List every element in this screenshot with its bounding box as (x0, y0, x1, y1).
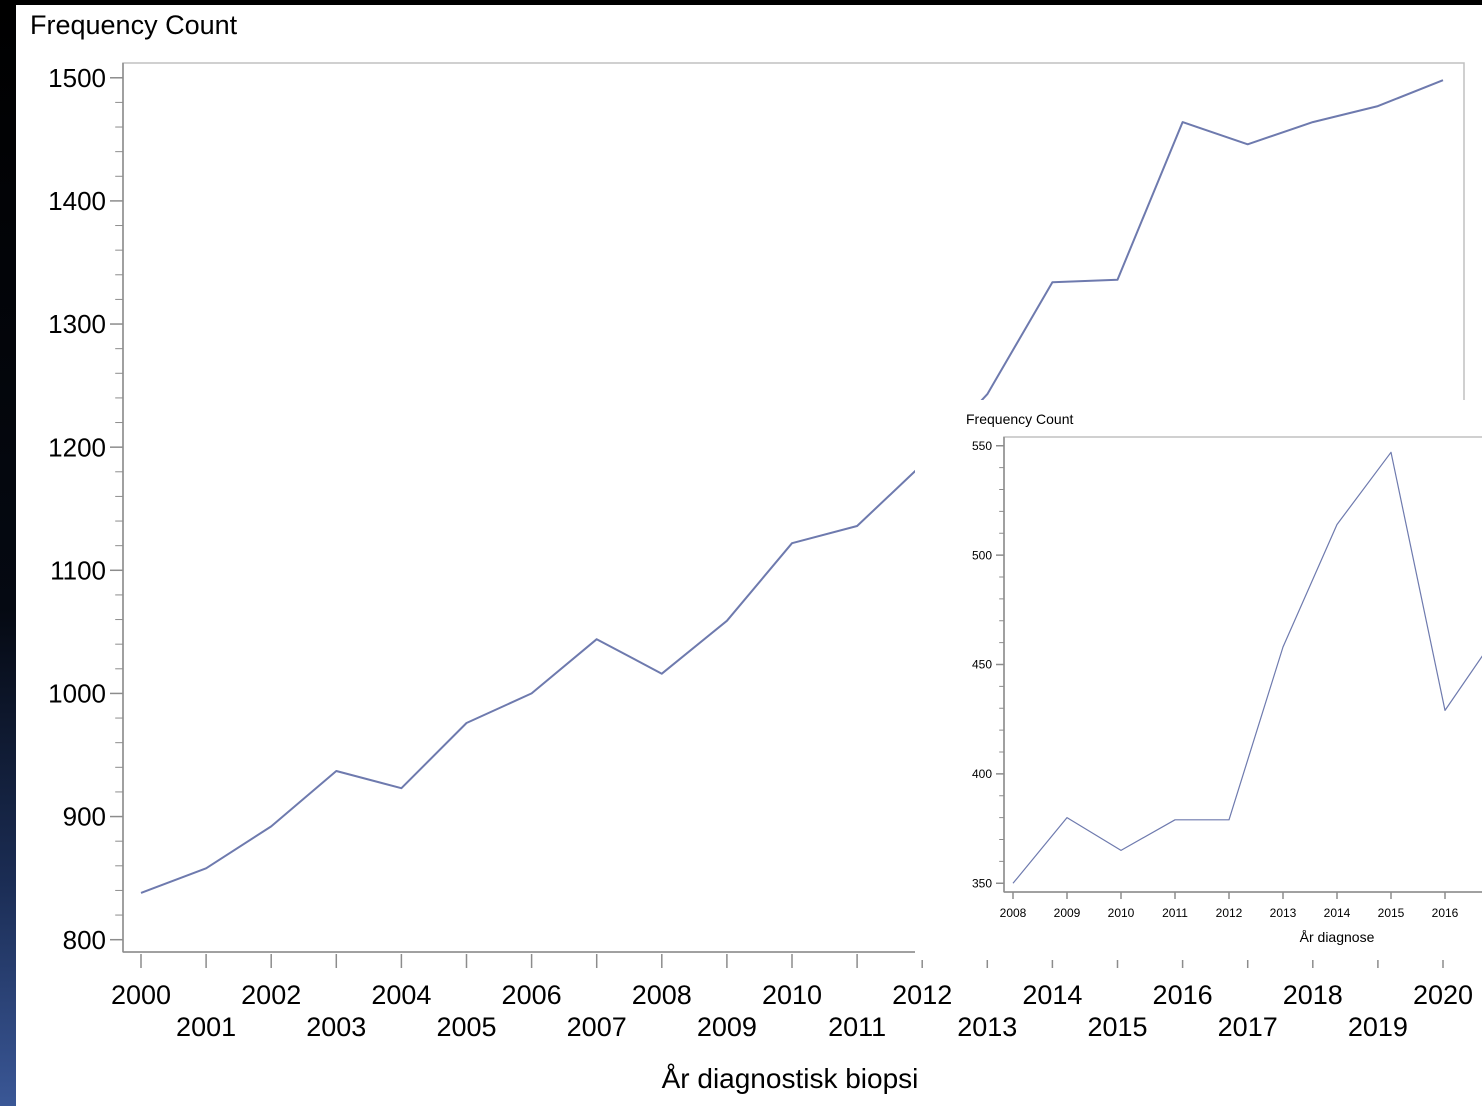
i-x-tick-label: 2014 (1324, 906, 1351, 920)
m-y-tick-label: 1200 (48, 432, 106, 462)
main-y-axis-title: Frequency Count (30, 10, 238, 40)
m-x-tick-label: 2006 (502, 980, 562, 1010)
main-x-axis-title: År diagnostisk biopsi (662, 1063, 919, 1094)
i-plot-frame (1003, 436, 1482, 893)
i-x-tick-label: 2010 (1108, 906, 1135, 920)
m-x-tick-label: 2019 (1348, 1012, 1408, 1042)
m-x-tick-label: 2012 (892, 980, 952, 1010)
m-x-tick-label: 2011 (828, 1012, 886, 1042)
m-y-tick-label: 1000 (48, 679, 106, 709)
inset-y-axis-title: Frequency Count (966, 411, 1074, 427)
inset-x-axis-title: År diagnose (1300, 929, 1375, 945)
i-x-tick-label: 2016 (1432, 906, 1459, 920)
m-x-tick-label: 2020 (1413, 980, 1473, 1010)
m-x-tick-label: 2009 (697, 1012, 757, 1042)
m-x-tick-label: 2000 (111, 980, 171, 1010)
i-y-tick-label: 500 (972, 548, 992, 562)
i-y-tick-label: 550 (972, 439, 992, 453)
m-y-tick-label: 1300 (48, 309, 106, 339)
i-y-tick-label: 450 (972, 658, 992, 672)
m-x-tick-label: 2008 (632, 980, 692, 1010)
m-x-tick-label: 2018 (1283, 980, 1343, 1010)
m-x-tick-label: 2001 (176, 1012, 236, 1042)
m-x-tick-label: 2017 (1218, 1012, 1278, 1042)
m-x-tick-label: 2005 (436, 1012, 496, 1042)
m-x-tick-label: 2013 (957, 1012, 1017, 1042)
i-x-tick-label: 2015 (1378, 906, 1405, 920)
i-y-tick-label: 400 (972, 767, 992, 781)
i-x-tick-label: 2011 (1162, 906, 1188, 920)
m-x-tick-label: 2010 (762, 980, 822, 1010)
m-x-tick-label: 2002 (241, 980, 301, 1010)
i-x-tick-label: 2009 (1054, 906, 1081, 920)
m-x-tick-label: 2014 (1022, 980, 1082, 1010)
m-x-tick-label: 2016 (1153, 980, 1213, 1010)
i-x-tick-label: 2012 (1216, 906, 1243, 920)
m-x-tick-label: 2015 (1087, 1012, 1147, 1042)
i-x-tick-label: 2013 (1270, 906, 1297, 920)
m-series-line (140, 79, 1444, 894)
inset-chart-panel (915, 400, 1482, 960)
m-x-tick-label: 2003 (306, 1012, 366, 1042)
i-x-tick-label: 2008 (1000, 906, 1027, 920)
m-x-tick-label: 2007 (567, 1012, 627, 1042)
m-x-tick-label: 2004 (371, 980, 431, 1010)
m-y-tick-label: 1500 (48, 63, 106, 93)
i-series-line (1012, 451, 1482, 884)
m-y-tick-label: 1100 (50, 555, 106, 585)
m-y-tick-label: 1400 (48, 186, 106, 216)
m-y-tick-label: 900 (63, 802, 106, 832)
m-y-tick-label: 800 (63, 925, 106, 955)
i-y-tick-label: 350 (972, 876, 992, 890)
